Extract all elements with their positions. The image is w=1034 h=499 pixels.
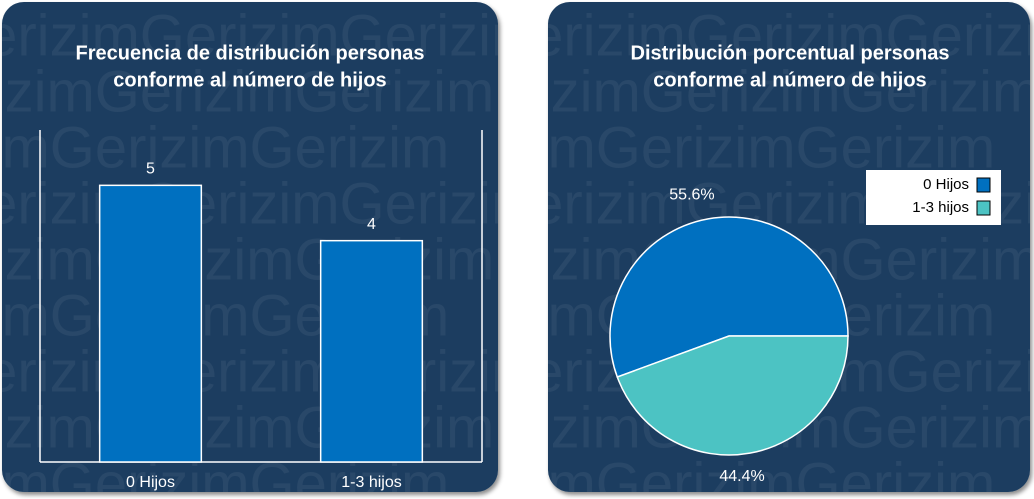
- legend-label: 0 Hijos: [923, 176, 969, 193]
- bar-chart: Frecuencia de distribución personas confo…: [39, 42, 483, 491]
- bar: [319, 239, 424, 463]
- data-label: 5: [146, 161, 155, 178]
- watermark-group: GerizimGerizimGerizimGerizimGerizimGeriz…: [0, 3, 539, 492]
- chart-title: Frecuencia de distribución personas: [76, 42, 425, 64]
- x-tick-label: 1-3 hijos: [341, 474, 401, 491]
- watermark-text: GerizimGerizimGerizim: [396, 115, 995, 180]
- watermark-text: GerizimGerizimGerizim: [0, 59, 494, 124]
- watermark-text: GerizimGerizimGerizim: [441, 59, 1034, 124]
- x-tick-label: 0 Hijos: [126, 474, 175, 491]
- watermark-text: GerizimGerizimGerizim: [0, 3, 539, 68]
- pie-chart: Distribución porcentual personas conforme…: [609, 42, 1001, 485]
- data-label: 55.6%: [669, 186, 714, 203]
- chart-title: Distribución porcentual personas: [631, 42, 950, 64]
- pie-slice: [609, 216, 849, 378]
- chart-title: conforme al número de hijos: [653, 69, 926, 91]
- watermark-text: GerizimGerizimGerizim: [0, 115, 449, 180]
- legend-swatch: [976, 177, 991, 193]
- chart-title: conforme al número de hijos: [113, 69, 386, 91]
- legend-swatch: [976, 200, 991, 216]
- data-label: 44.4%: [719, 468, 764, 485]
- watermark-text: GerizimGerizimGerizim: [486, 3, 1034, 68]
- watermark-text: GerizimGerizimGerizim: [0, 171, 539, 236]
- pie-slice: [616, 335, 849, 456]
- watermark-text: GerizimGerizimGerizim: [396, 451, 995, 499]
- legend-label: 1-3 hijos: [912, 199, 969, 216]
- bar: [98, 184, 203, 463]
- data-label: 4: [367, 216, 376, 233]
